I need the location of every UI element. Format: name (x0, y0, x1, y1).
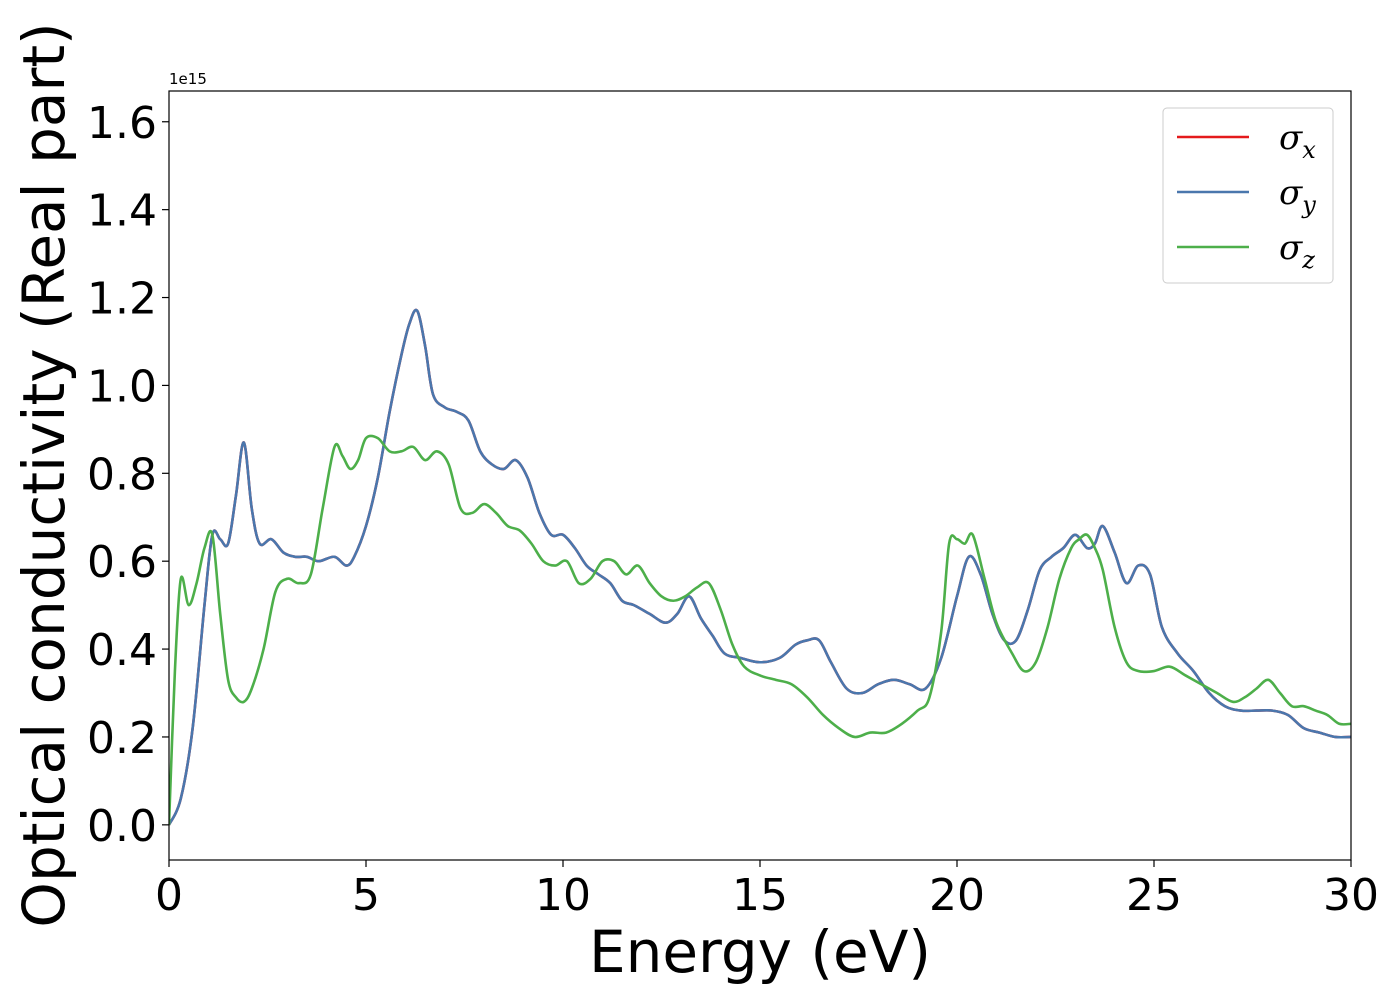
legend-label-x: σx (1279, 118, 1316, 164)
x-tick-label: 0 (155, 870, 183, 921)
y-axis-ticks: 0.0 0.2 0.4 0.6 0.8 1.0 1.2 1.4 1.6 (87, 98, 169, 852)
x-tick-label: 10 (535, 870, 591, 921)
x-tick-label: 5 (352, 870, 380, 921)
series-layer (169, 308, 1351, 826)
x-axis-ticks: 0 5 10 15 20 25 30 (155, 860, 1379, 921)
legend-box (1162, 107, 1334, 284)
legend-label-z: σz (1279, 228, 1315, 274)
plot-area (169, 91, 1351, 860)
series-line-y (169, 308, 1351, 826)
y-offset-label: 1e15 (169, 70, 207, 88)
y-tick-label: 1.6 (87, 98, 157, 149)
x-tick-label: 15 (732, 870, 788, 921)
y-tick-label: 1.2 (87, 274, 157, 325)
x-tick-label: 25 (1126, 870, 1182, 921)
y-tick-label: 1.0 (87, 361, 157, 412)
legend-items: σx σy σz (1177, 118, 1316, 274)
y-axis-label: Optical conductivity (Real part) (10, 22, 78, 927)
legend-label-y: σy (1279, 173, 1316, 219)
y-tick-label: 1.4 (87, 186, 157, 237)
y-tick-label: 0.4 (87, 625, 157, 676)
x-tick-label: 30 (1323, 870, 1379, 921)
series-line-z (169, 434, 1351, 825)
x-tick-label: 20 (929, 870, 985, 921)
y-tick-label: 0.0 (87, 801, 157, 852)
x-axis-label: Energy (eV) (589, 918, 931, 986)
legend: σx σy σz (1162, 107, 1334, 284)
y-tick-label: 0.6 (87, 537, 157, 588)
y-tick-label: 0.8 (87, 449, 157, 500)
y-tick-label: 0.2 (87, 713, 157, 764)
